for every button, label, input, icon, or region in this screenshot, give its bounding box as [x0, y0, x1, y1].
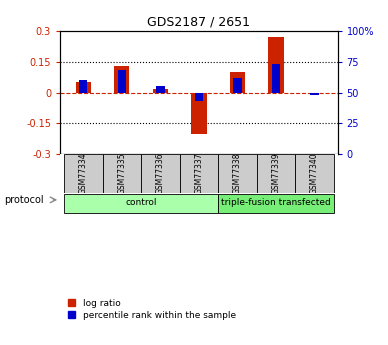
Bar: [118, 70, 126, 93]
Bar: [191, 93, 206, 134]
Text: GSM77338: GSM77338: [233, 153, 242, 194]
Text: triple-fusion transfected: triple-fusion transfected: [221, 198, 331, 207]
Bar: [218, 154, 256, 193]
Bar: [310, 93, 319, 95]
Text: GSM77336: GSM77336: [156, 153, 165, 194]
Bar: [141, 154, 180, 193]
Title: GDS2187 / 2651: GDS2187 / 2651: [147, 16, 250, 29]
Text: GSM77340: GSM77340: [310, 153, 319, 194]
Bar: [218, 194, 334, 213]
Bar: [64, 194, 218, 213]
Text: protocol: protocol: [4, 195, 43, 205]
Bar: [79, 80, 88, 93]
Bar: [233, 78, 242, 93]
Bar: [64, 154, 102, 193]
Bar: [102, 154, 141, 193]
Bar: [180, 154, 218, 193]
Text: GSM77334: GSM77334: [79, 153, 88, 194]
Bar: [295, 154, 334, 193]
Bar: [114, 66, 130, 93]
Text: GSM77339: GSM77339: [272, 153, 281, 194]
Bar: [268, 37, 284, 93]
Text: GSM77337: GSM77337: [194, 153, 203, 194]
Text: GSM77335: GSM77335: [117, 153, 126, 194]
Text: control: control: [125, 198, 157, 207]
Bar: [195, 93, 203, 101]
Bar: [152, 89, 168, 93]
Bar: [256, 154, 295, 193]
Bar: [230, 72, 245, 93]
Bar: [272, 64, 280, 93]
Bar: [156, 87, 165, 93]
Legend: log ratio, percentile rank within the sample: log ratio, percentile rank within the sa…: [65, 295, 239, 323]
Bar: [76, 82, 91, 93]
